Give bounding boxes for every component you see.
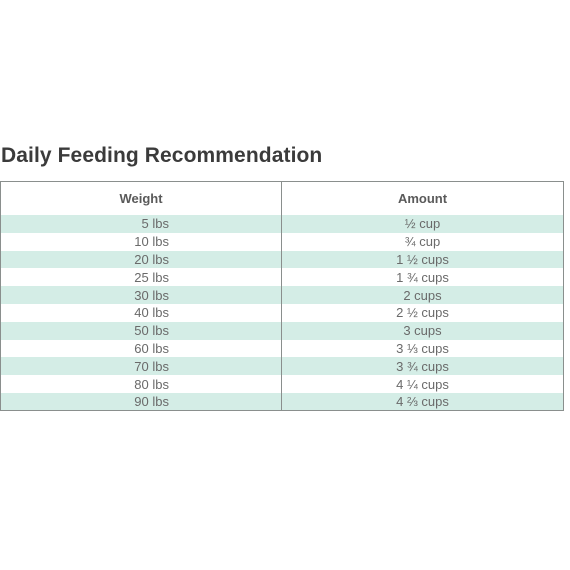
amount-cell: 1 ¾ cups — [396, 269, 449, 285]
page-title: Daily Feeding Recommendation — [1, 144, 323, 167]
weight-cell: 50 lbs — [1, 321, 282, 340]
amount-cell: 1 ½ cups — [281, 250, 563, 269]
table-row: 40 lbs 2 ½ cups — [1, 303, 563, 322]
weight-cell: 30 lbs — [1, 286, 282, 304]
weight-cell: 80 lbs — [1, 375, 282, 393]
table-row: 5 lbs ½ cup — [1, 215, 563, 233]
weight-cell: 60 lbs — [1, 339, 282, 358]
weight-cell: 70 lbs — [1, 357, 282, 376]
weight-cell: 20 lbs — [1, 250, 282, 269]
table-row: 30 lbs 2 cups — [1, 286, 563, 304]
weight-column-header: Weight — [1, 182, 282, 215]
table-row: 70 lbs 3 ¾ cups — [1, 357, 563, 376]
amount-cell: 3 ¾ cups — [281, 357, 563, 376]
amount-cell: ½ cup — [281, 215, 563, 233]
table-row: 20 lbs 1 ½ cups — [1, 250, 563, 269]
table-row: 10 lbs ¾ cup — [1, 232, 563, 251]
amount-cell: 4 ¼ cups — [396, 376, 449, 392]
weight-cell: 40 lbs — [1, 303, 282, 322]
amount-cell: 4 ⅔ cups — [281, 392, 563, 410]
amount-column-header: Amount — [397, 191, 448, 206]
weight-cell: 10 lbs — [1, 232, 282, 251]
amount-cell: ¾ cup — [404, 234, 441, 250]
amount-cell: 3 ⅓ cups — [396, 340, 449, 356]
table-row: 25 lbs 1 ¾ cups — [1, 268, 563, 287]
weight-cell: 25 lbs — [1, 268, 282, 287]
weight-cell: 5 lbs — [1, 215, 282, 233]
table-row: 90 lbs 4 ⅔ cups — [1, 392, 563, 410]
amount-cell: 2 cups — [281, 286, 563, 304]
table-header-row: Weight Amount — [1, 182, 563, 215]
weight-cell: 90 lbs — [1, 392, 282, 410]
feeding-table: Weight Amount 5 lbs ½ cup 10 lbs ¾ cup 2… — [0, 181, 564, 411]
table-row: 60 lbs 3 ⅓ cups — [1, 339, 563, 358]
table-row: 80 lbs 4 ¼ cups — [1, 375, 563, 393]
table-row: 50 lbs 3 cups — [1, 321, 563, 340]
amount-cell: 3 cups — [281, 321, 563, 340]
amount-cell: 2 ½ cups — [396, 305, 449, 321]
